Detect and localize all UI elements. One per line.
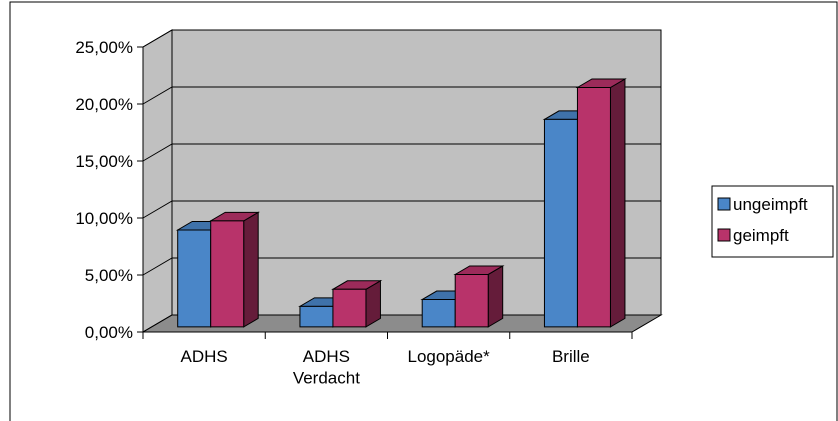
bar — [208, 211, 261, 328]
bar-front — [454, 273, 489, 328]
legend-box — [711, 185, 834, 258]
x-tick-label: ADHS — [181, 347, 228, 366]
x-tick-label: Logopäde* — [407, 347, 490, 366]
bar — [453, 265, 505, 328]
bar — [575, 78, 627, 328]
bar-front — [210, 220, 245, 328]
bar-front — [543, 118, 578, 328]
y-tick-label: 15,00% — [75, 152, 133, 171]
x-tick-label: ADHS Verdacht — [293, 347, 360, 387]
y-tick-label: 10,00% — [75, 209, 133, 228]
grid-line — [142, 86, 661, 105]
grid-line — [142, 257, 661, 276]
bar-front — [177, 229, 212, 328]
bar — [331, 279, 383, 328]
grid-line — [142, 143, 661, 162]
y-tick-label: 5,00% — [85, 266, 133, 285]
bar-side — [609, 78, 626, 328]
legend-swatch — [717, 228, 731, 242]
bar-front — [332, 288, 367, 328]
bar-front — [299, 305, 334, 328]
chart-border — [9, 1, 838, 421]
y-tick-label: 20,00% — [75, 95, 133, 114]
bar-side — [487, 265, 504, 328]
legend-label: ungeimpft — [733, 195, 808, 214]
y-tick-label: 0,00% — [85, 323, 133, 342]
legend-swatch — [717, 197, 731, 211]
bar-front — [421, 299, 456, 328]
grid-line — [142, 200, 661, 219]
bar-front — [576, 87, 611, 328]
legend-label: geimpft — [733, 226, 789, 245]
side-wall — [142, 29, 173, 333]
bar-side — [243, 211, 259, 328]
y-tick-label: 25,00% — [75, 38, 133, 57]
grid-line — [142, 29, 661, 48]
x-tick-label: Brille — [552, 347, 590, 366]
